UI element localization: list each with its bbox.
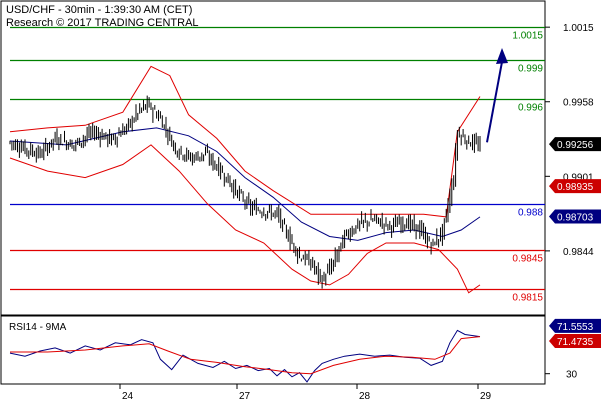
rsi-marker-1-label: 71.4735 xyxy=(557,337,594,348)
rsi-axis: 30 71.5553 71.4735 xyxy=(545,318,601,381)
price-tick-label-1: 0.9958 xyxy=(563,98,594,109)
time-label-1: 27 xyxy=(239,391,251,402)
forecast-arrow-head xyxy=(496,47,508,64)
current-price-label: 0.99256 xyxy=(557,140,594,151)
forecast-arrow-shaft xyxy=(486,61,503,143)
level-lines: 1.0015 0.999 0.996 0.988 0.9845 0.9815 xyxy=(10,26,545,304)
rsi-series-1 xyxy=(10,336,481,375)
price-tick-label-0: 1.0015 xyxy=(563,23,594,34)
level-label-4: 0.9845 xyxy=(512,254,543,265)
series-line-0 xyxy=(9,65,481,218)
chart-title: USD/CHF - 30min - 1:39:30 AM (CET) xyxy=(6,4,193,16)
price-marker-1-box xyxy=(549,209,601,224)
forecast-arrow xyxy=(486,47,508,143)
level-label-2: 0.996 xyxy=(518,103,543,114)
series-line-2 xyxy=(9,127,481,241)
rsi-lines xyxy=(9,329,481,383)
time-axis: 24 27 28 29 xyxy=(119,384,492,402)
price-tick-label-2: 0.9901 xyxy=(563,172,594,183)
level-label-0: 1.0015 xyxy=(512,31,543,42)
time-label-0: 24 xyxy=(122,391,134,402)
rsi-marker-1-box xyxy=(549,333,601,348)
band-lines xyxy=(9,65,481,294)
price-marker-0-box xyxy=(549,179,601,194)
research-credit: Research © 2017 TRADING CENTRAL xyxy=(6,17,199,29)
rsi-tick-label-0: 30 xyxy=(566,370,578,381)
rsi-marker-0-box xyxy=(549,318,601,333)
level-label-5: 0.9815 xyxy=(512,293,543,304)
price-marker-0-label: 0.98935 xyxy=(557,182,594,193)
current-price-box xyxy=(549,137,601,152)
time-label-3: 29 xyxy=(480,391,492,402)
level-label-3: 0.988 xyxy=(518,208,543,219)
price-axis: 1.0015 0.9958 0.9901 0.9844 0.98935 0.98703 0.… xyxy=(545,23,601,258)
level-label-1: 0.999 xyxy=(518,64,543,75)
time-label-2: 28 xyxy=(359,391,371,402)
price-marker-1-label: 0.98703 xyxy=(557,212,594,223)
series-line-1 xyxy=(9,144,481,294)
rsi-marker-0-label: 71.5553 xyxy=(557,322,594,333)
rsi-label: RSI14 - 9MA xyxy=(9,322,67,333)
price-tick-label-3: 0.9844 xyxy=(563,247,594,258)
price-bars xyxy=(9,95,481,289)
